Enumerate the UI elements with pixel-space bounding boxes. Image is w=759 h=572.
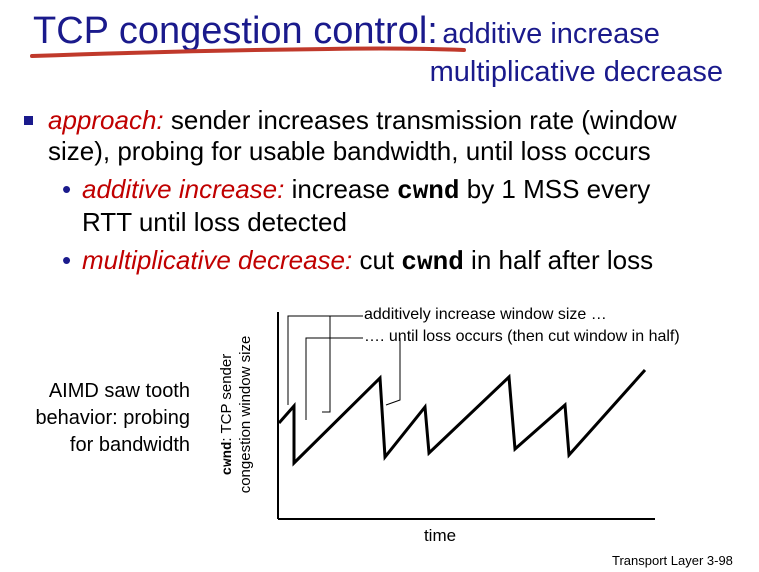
additive-increase-code: cwnd — [397, 176, 460, 206]
annotation-loss: …. until loss occurs (then cut window in… — [364, 328, 680, 345]
y-axis-label: cwnd: TCP sender congestion window size — [218, 322, 268, 507]
additive-increase-post: by 1 MSS every — [466, 174, 651, 204]
annotation2-leader-branch — [385, 338, 401, 406]
title-underline-stroke — [30, 46, 466, 58]
annotation1-leader-branch — [322, 316, 331, 413]
slide-title: TCP congestion control: additive increas… — [33, 10, 723, 88]
approach-text-line2: size), probing for usable bandwidth, unt… — [48, 136, 651, 166]
bullet-approach: approach: sender increases transmission … — [22, 105, 737, 167]
bullet-additive-increase: • additive increase: increase cwnd by 1 … — [22, 174, 737, 238]
title-sub-line2: multiplicative decrease — [429, 56, 723, 88]
ylabel-text1: : TCP sender — [218, 353, 235, 442]
title-main: TCP congestion control: — [33, 10, 438, 52]
dot-bullet-icon: • — [62, 245, 72, 275]
approach-text-line1: sender increases transmission rate (wind… — [170, 105, 677, 135]
aimd-line2: behavior: probing — [35, 407, 190, 429]
sawtooth-line — [277, 369, 647, 467]
multiplicative-decrease-label: multiplicative decrease: — [82, 245, 353, 275]
additive-increase-line2: RTT until loss detected — [82, 207, 347, 237]
x-axis-label: time — [423, 526, 457, 545]
slide-footer: Transport Layer 3-98 — [612, 553, 733, 568]
square-bullet-icon — [24, 116, 33, 125]
additive-increase-pre: increase — [291, 174, 390, 204]
annotation-additive: additively increase window size … — [364, 306, 607, 323]
annotation2-leader — [305, 337, 363, 420]
multiplicative-decrease-post: in half after loss — [471, 245, 654, 275]
additive-increase-label: additive increase: — [82, 174, 285, 204]
approach-label: approach: — [48, 105, 164, 135]
multiplicative-decrease-code: cwnd — [401, 247, 464, 277]
aimd-side-text: AIMD saw tooth behavior: probing for ban… — [10, 378, 190, 459]
aimd-line3: for bandwidth — [69, 434, 190, 456]
title-sub-line1: additive increase — [442, 18, 660, 50]
ylabel-text2: congestion window size — [237, 335, 254, 494]
dot-bullet-icon: • — [62, 174, 72, 204]
ylabel-code: cwnd — [220, 441, 236, 476]
multiplicative-decrease-pre: cut — [359, 245, 395, 275]
bullet-multiplicative-decrease: • multiplicative decrease: cut cwnd in h… — [22, 245, 737, 278]
aimd-line1: AIMD saw tooth — [48, 380, 190, 402]
annotation1-leader — [287, 315, 363, 405]
bullet-list: approach: sender increases transmission … — [22, 105, 737, 278]
